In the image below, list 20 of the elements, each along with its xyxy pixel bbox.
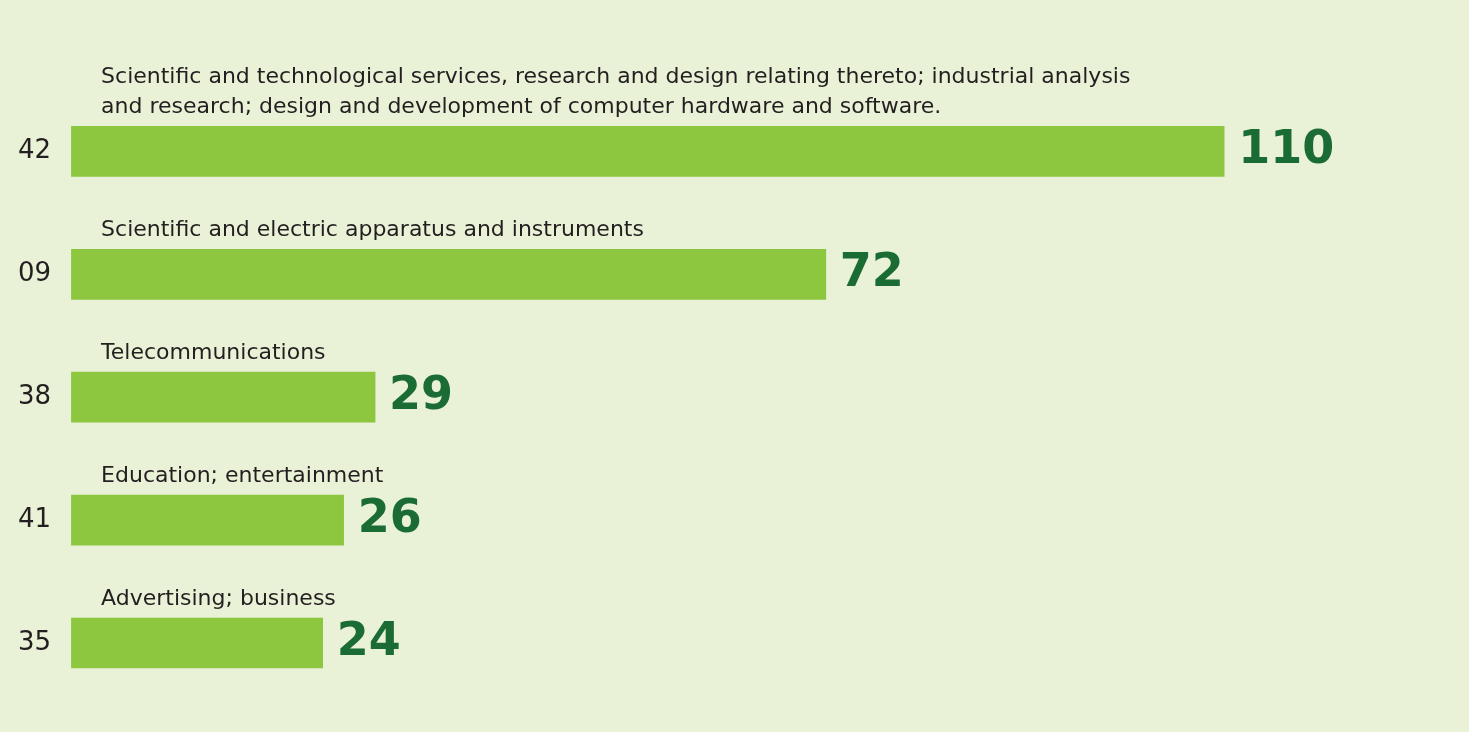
data-label: 26 xyxy=(357,489,422,544)
y-tick-label: 41 xyxy=(17,502,52,533)
annotation: Scientific and technological services, research and design relating thereto; industrial analysis and research; design and development of computer hardware and software. xyxy=(101,63,1131,119)
data-label: 110 xyxy=(1238,120,1335,175)
y-tick-label: 09 xyxy=(17,257,52,288)
data-label: 29 xyxy=(389,366,454,421)
annotation: Telecommunications xyxy=(100,338,326,364)
bar xyxy=(71,126,1225,177)
annotation: Education; entertainment xyxy=(101,461,384,487)
annotation: Advertising; business xyxy=(101,584,336,610)
data-label: 24 xyxy=(336,611,401,666)
y-tick-label: 42 xyxy=(17,134,52,165)
bar xyxy=(71,248,827,300)
y-tick-label: 35 xyxy=(17,625,52,656)
annotation: Scientific and electric apparatus and instruments xyxy=(101,216,644,242)
bar xyxy=(71,371,376,423)
y-tick-label: 38 xyxy=(17,379,52,410)
bar xyxy=(71,494,344,546)
data-label: 72 xyxy=(839,243,904,298)
bar xyxy=(71,617,323,669)
